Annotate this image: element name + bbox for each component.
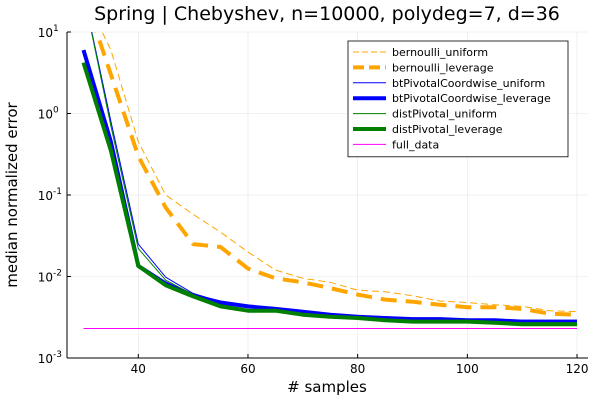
legend-label: bernoulli_uniform: [392, 46, 488, 59]
legend: bernoulli_uniform bernoulli_leverage btPiv…: [347, 40, 569, 158]
chart-title: Spring | Chebyshev, n=10000, polydeg=7, …: [94, 3, 560, 25]
series-line-bernoulli-leverage: [94, 32, 578, 317]
y-tick-label: 10: [38, 271, 53, 285]
x-tick-label: 100: [456, 362, 479, 376]
y-tick-exponent: -3: [53, 350, 62, 360]
legend-label: distPivotal_leverage: [392, 123, 503, 136]
axes: [66, 31, 588, 359]
y-tick-exponent: -1: [53, 187, 62, 197]
x-tick-label: 120: [566, 362, 589, 376]
series-group: [81, 32, 578, 329]
legend-label: btPivotalCoordwise_leverage: [392, 92, 551, 105]
y-tick-exponent: 1: [53, 24, 59, 34]
legend-label: full_data: [392, 138, 439, 151]
x-tick-label: 80: [350, 362, 365, 376]
x-tick-label: 60: [240, 362, 255, 376]
y-tick-label: 10: [38, 26, 53, 40]
y-tick-exponent: -2: [53, 269, 62, 279]
y-tick-label: 10: [38, 189, 53, 203]
series-line-bernoulli-uniform: [101, 32, 578, 313]
series-line-distPivotal-leverage: [81, 62, 577, 327]
x-axis-label: # samples: [287, 378, 367, 396]
y-tick-exponent: 0: [53, 106, 59, 116]
y-tick-label: 10: [38, 108, 53, 122]
y-tick-label: 10: [38, 352, 53, 366]
legend-label: bernoulli_leverage: [392, 61, 494, 74]
y-axis-label: median normalized error: [3, 101, 21, 287]
x-tick-label: 40: [131, 362, 146, 376]
legend-label: distPivotal_uniform: [392, 108, 497, 121]
legend-label: btPivotalCoordwise_uniform: [392, 77, 545, 90]
